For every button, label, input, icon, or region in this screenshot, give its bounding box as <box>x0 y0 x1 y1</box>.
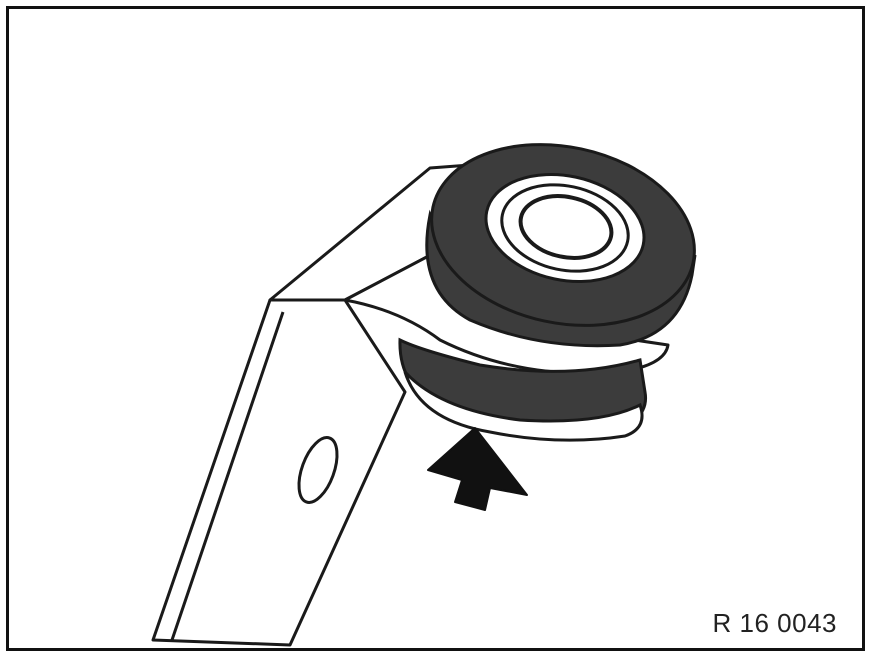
bracket-vertical-leg <box>151 286 407 647</box>
lower-rubber-mount <box>398 337 648 442</box>
bracket-slot-hole <box>297 436 339 504</box>
rubber-mount-icon <box>425 143 697 348</box>
upward-arrow-icon <box>427 427 528 511</box>
mount-center-bore <box>518 194 614 260</box>
bracket-leg-edge <box>170 311 285 641</box>
figure-reference-code: R 16 0043 <box>712 608 837 638</box>
